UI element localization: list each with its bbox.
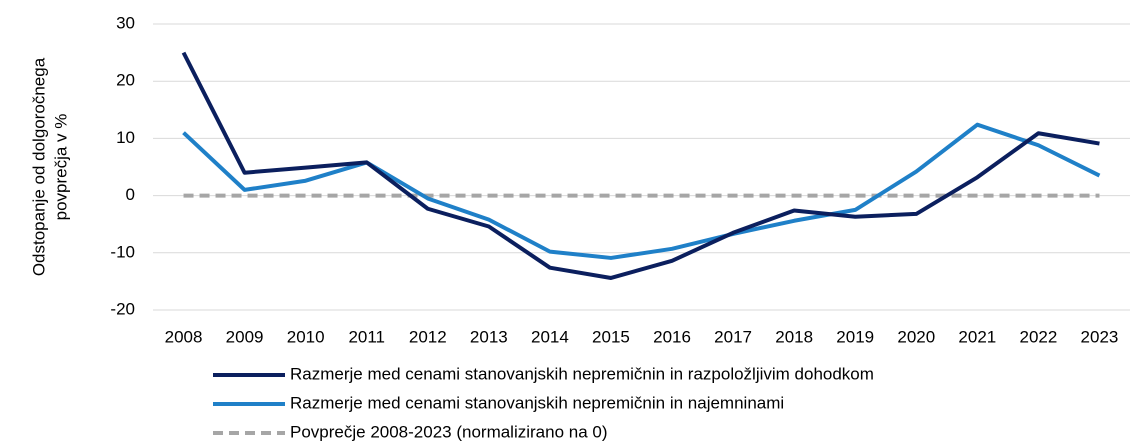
legend-label: Povprečje 2008-2023 (normalizirano na 0) <box>290 422 608 441</box>
y-tick-label: 10 <box>116 128 135 147</box>
x-tick-label: 2012 <box>409 327 447 346</box>
legend-label: Razmerje med cenami stanovanjskih neprem… <box>290 364 874 383</box>
y-tick-label: -20 <box>110 299 135 318</box>
x-tick-label: 2020 <box>897 327 935 346</box>
x-tick-label: 2018 <box>775 327 813 346</box>
x-tick-label: 2013 <box>470 327 508 346</box>
x-tick-label: 2019 <box>836 327 874 346</box>
y-tick-label: 0 <box>126 185 135 204</box>
legend-label: Razmerje med cenami stanovanjskih neprem… <box>290 393 784 412</box>
x-tick-label: 2015 <box>592 327 630 346</box>
x-tick-label: 2011 <box>348 327 385 346</box>
y-axis-label: Odstopanje od dolgoročnega <box>29 57 48 276</box>
x-tick-label: 2009 <box>226 327 264 346</box>
y-tick-label: 20 <box>116 71 135 90</box>
line-series <box>182 122 1101 260</box>
y-tick-label: 30 <box>116 13 135 32</box>
x-tick-label: 2010 <box>287 327 325 346</box>
x-tick-label: 2022 <box>1019 327 1057 346</box>
x-tick-label: 2008 <box>165 327 203 346</box>
x-tick-label: 2017 <box>714 327 752 346</box>
x-tick-label: 2021 <box>958 327 996 346</box>
y-axis-label: povprečja v % <box>51 114 70 221</box>
x-tick-label: 2014 <box>531 327 569 346</box>
y-tick-label: -10 <box>110 242 135 261</box>
line-series <box>181 51 1100 280</box>
x-tick-label: 2023 <box>1081 327 1119 346</box>
x-tick-label: 2016 <box>653 327 691 346</box>
